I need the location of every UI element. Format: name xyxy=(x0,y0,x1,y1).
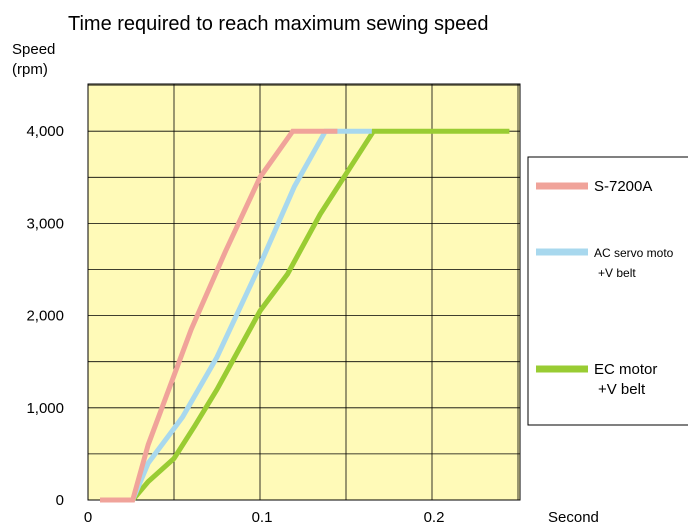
plot-area: 0 1,000 2,000 3,000 4,000 0 0.1 0.2 xyxy=(26,83,521,526)
legend-label: +V belt xyxy=(598,266,636,280)
chart-title: Time required to reach maximum sewing sp… xyxy=(68,13,489,35)
x-tick-label: 0 xyxy=(84,509,92,526)
x-tick-label: 0.2 xyxy=(424,509,445,526)
x-axis-label: Second xyxy=(548,509,599,526)
y-tick-label: 1,000 xyxy=(26,400,64,417)
legend-label: S-7200A xyxy=(594,178,652,195)
series-line-ec-motor-v-belt xyxy=(100,128,510,503)
y-axis-unit: (rpm) xyxy=(12,61,48,78)
y-tick-label: 4,000 xyxy=(26,123,64,140)
plot-background xyxy=(88,84,520,500)
legend-label: +V belt xyxy=(598,381,646,398)
y-tick-label: 3,000 xyxy=(26,215,64,232)
plot-border xyxy=(87,83,521,501)
y-tick-label: 2,000 xyxy=(26,308,64,325)
legend-label: AC servo moto xyxy=(594,246,674,260)
grid xyxy=(88,84,520,500)
x-tick-label: 0.1 xyxy=(252,509,273,526)
legend-label: EC motor xyxy=(594,361,657,378)
y-tick-label: 0 xyxy=(56,492,64,509)
y-axis-label: Speed xyxy=(12,41,55,58)
legend-box xyxy=(527,156,688,426)
legend: S-7200A AC servo moto +V belt EC motor +V be… xyxy=(527,156,688,426)
series-line-s-7200a xyxy=(100,128,338,503)
